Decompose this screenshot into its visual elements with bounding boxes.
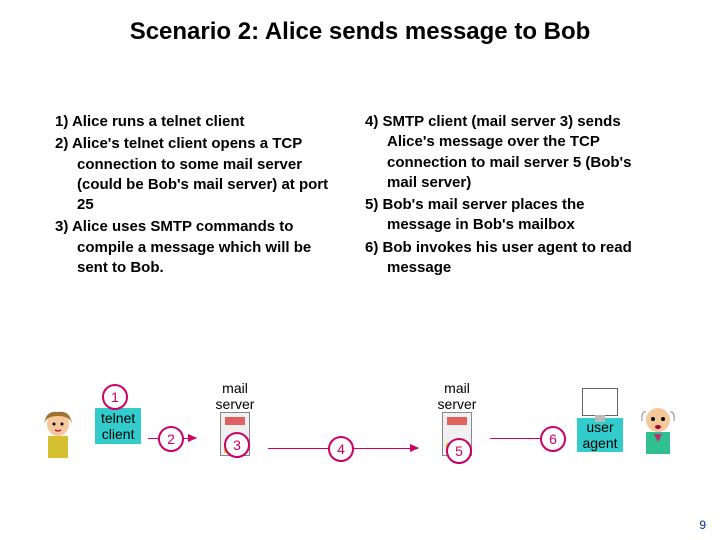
monitor-icon [582,388,618,416]
slide-title: Scenario 2: Alice sends message to Bob [0,18,720,46]
user-agent-node: user agent [570,388,630,453]
step-2: 2) Alice's telnet client opens a TCP con… [55,134,335,215]
user-agent-box: user agent [577,418,622,452]
mail5-label2: server [422,396,492,412]
circle-1: 1 [102,384,128,410]
circle-3: 3 [224,432,250,458]
alice-icon [36,410,80,462]
step-3: 3) Alice uses SMTP commands to compile a… [55,217,335,278]
step-1: 1) Alice runs a telnet client [55,112,335,132]
step-5: 5) Bob's mail server places the message … [365,195,645,236]
telnet-label-2: client [101,426,135,442]
circle-4: 4 [328,436,354,462]
circle-2: 2 [158,426,184,452]
step-6: 6) Bob invokes his user agent to read me… [365,238,645,279]
mail5-label1: mail [422,380,492,396]
bob-icon [636,406,680,458]
circle-6: 6 [540,426,566,452]
diagram: telnet client 1 2 mail server 3 4 mail s… [0,386,720,496]
circle-5: 5 [446,438,472,464]
mail3-label2: server [200,396,270,412]
mail3-label1: mail [200,380,270,396]
telnet-label-1: telnet [101,410,135,426]
left-column: 1) Alice runs a telnet client 2) Alice's… [55,112,335,280]
right-column: 4) SMTP client (mail server 3) sends Ali… [365,112,645,280]
page-number: 9 [699,518,706,532]
telnet-client-box: telnet client [95,408,141,444]
telnet-client-node: telnet client [95,408,141,444]
ua-label-2: agent [582,435,617,451]
step-4: 4) SMTP client (mail server 3) sends Ali… [365,112,645,193]
